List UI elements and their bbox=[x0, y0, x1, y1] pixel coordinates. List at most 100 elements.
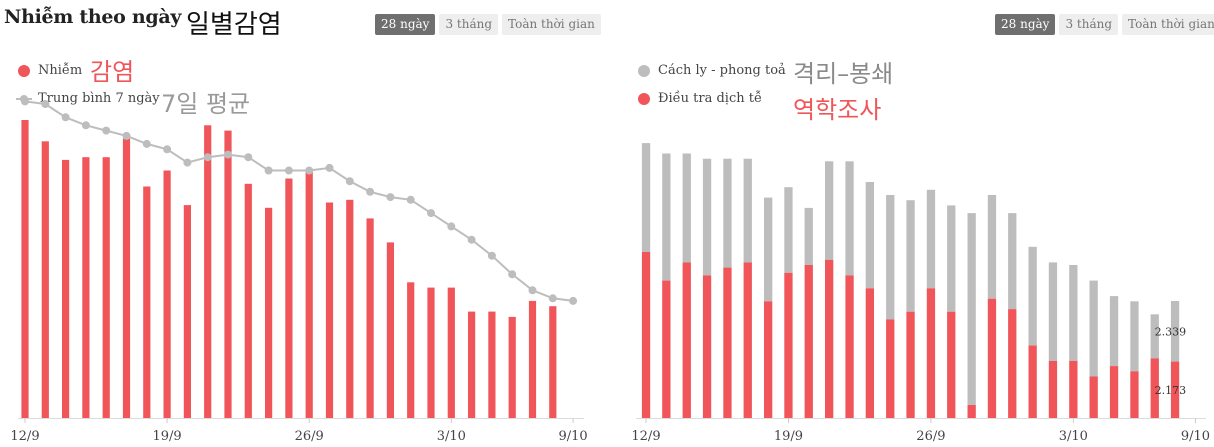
right-x-tick-label: 19/9 bbox=[774, 429, 803, 444]
left-range-buttons: 28 ngày 3 tháng Toàn thời gian bbox=[375, 14, 601, 35]
traced-bar bbox=[743, 262, 752, 418]
traced-bar bbox=[865, 288, 874, 418]
infected-bar bbox=[82, 157, 90, 418]
quarantine-bar bbox=[845, 161, 854, 276]
average-point bbox=[284, 166, 293, 175]
legend-quarantine-korean: 격리–봉쇄 bbox=[793, 60, 894, 88]
traced-bar bbox=[947, 311, 956, 418]
quarantine-bar bbox=[1109, 296, 1119, 367]
average-point bbox=[122, 131, 131, 140]
average-point bbox=[366, 187, 375, 196]
right-btn-3-months[interactable]: 3 tháng bbox=[1059, 14, 1119, 35]
quarantine-bar bbox=[1150, 314, 1159, 359]
infected-bar bbox=[285, 178, 293, 418]
infected-bar bbox=[265, 207, 273, 418]
legend-7day-label: Trung bình 7 ngày bbox=[38, 91, 160, 106]
quarantine-bar bbox=[723, 158, 732, 268]
traced-bar bbox=[641, 252, 651, 418]
infected-bar bbox=[468, 311, 476, 418]
average-point bbox=[61, 113, 70, 122]
quarantine-bar bbox=[764, 197, 773, 302]
average-point bbox=[21, 97, 29, 106]
right-x-tick-label: 26/9 bbox=[916, 429, 945, 444]
average-point bbox=[528, 286, 537, 295]
legend-infected-label: Nhiễm bbox=[38, 63, 83, 78]
left-btn-3-months[interactable]: 3 tháng bbox=[439, 14, 499, 35]
traced-bar bbox=[1048, 360, 1058, 418]
infected-bar bbox=[102, 157, 110, 418]
legend-traced-label: Điều tra dịch tễ bbox=[658, 91, 762, 106]
infected-bar bbox=[305, 170, 313, 418]
infected-bar bbox=[325, 202, 334, 418]
average-point bbox=[386, 193, 395, 202]
quarantine-bar bbox=[804, 207, 813, 265]
traced-bar bbox=[1150, 358, 1159, 418]
quarantine-bar bbox=[662, 153, 671, 281]
quarantine-bar bbox=[1008, 213, 1017, 309]
right-btn-28-days[interactable]: 28 ngày bbox=[995, 14, 1056, 35]
traced-value-label: 2.173 bbox=[1155, 384, 1187, 397]
red-dot-icon bbox=[18, 64, 30, 77]
average-point bbox=[183, 158, 192, 167]
left-btn-28-days[interactable]: 28 ngày bbox=[375, 14, 436, 35]
quarantine-bar bbox=[1130, 301, 1139, 372]
infected-bar bbox=[427, 287, 435, 418]
right-x-tick-label: 3/10 bbox=[1059, 429, 1088, 444]
traced-bar bbox=[987, 298, 997, 418]
average-point bbox=[224, 150, 232, 159]
legend-quarantine[interactable]: Cách ly - phong toả bbox=[638, 63, 786, 78]
infected-bar bbox=[204, 125, 212, 419]
traced-bar bbox=[1028, 345, 1037, 418]
traced-bar bbox=[967, 405, 976, 418]
traced-bar bbox=[1109, 366, 1119, 418]
quarantine-bar bbox=[743, 158, 752, 263]
left-x-tick-label: 3/10 bbox=[437, 429, 466, 444]
legend-traced[interactable]: Điều tra dịch tễ bbox=[638, 91, 762, 106]
infected-bar bbox=[528, 300, 537, 418]
quarantine-bar bbox=[1028, 246, 1037, 346]
left-x-tick-label: 12/9 bbox=[10, 429, 39, 444]
infected-bar bbox=[244, 183, 252, 418]
legend-infected[interactable]: Nhiễm bbox=[18, 63, 82, 78]
quarantine-bar bbox=[682, 153, 691, 263]
quarantine-bar bbox=[702, 158, 712, 276]
average-point bbox=[244, 153, 253, 162]
average-point bbox=[548, 294, 557, 303]
right-btn-all-time[interactable]: Toàn thời gian bbox=[1122, 14, 1214, 35]
traced-bar bbox=[886, 319, 895, 418]
quarantine-bar bbox=[906, 200, 915, 312]
traced-bar bbox=[825, 259, 834, 418]
infected-bar bbox=[549, 306, 557, 418]
quarantine-bar bbox=[886, 195, 895, 320]
left-x-tick-label: 9/10 bbox=[558, 429, 587, 444]
red-dot-icon bbox=[638, 92, 650, 105]
left-x-tick-label: 19/9 bbox=[152, 429, 181, 444]
quarantine-bar bbox=[1170, 301, 1180, 362]
infected-bar bbox=[143, 186, 151, 418]
traced-bar bbox=[845, 275, 854, 418]
legend-infected-korean: 감염 bbox=[90, 58, 135, 86]
infected-bar bbox=[447, 287, 455, 418]
left-title: Nhiễm theo ngày bbox=[4, 6, 182, 28]
traced-bar bbox=[784, 272, 793, 418]
infected-bar bbox=[386, 242, 394, 418]
quarantine-bar bbox=[947, 205, 956, 312]
average-point bbox=[264, 166, 273, 175]
quarantine-bar bbox=[1069, 265, 1078, 361]
traced-bar bbox=[1170, 361, 1180, 418]
right-range-buttons: 28 ngày 3 tháng Toàn thời gian bbox=[995, 14, 1214, 35]
average-point bbox=[569, 296, 578, 305]
left-title-korean: 일별감염 bbox=[186, 10, 282, 40]
legend-7day-korean: 7일 평균 bbox=[161, 90, 251, 118]
average-point bbox=[487, 251, 496, 260]
average-point bbox=[406, 195, 415, 204]
average-point bbox=[41, 100, 50, 108]
average-point bbox=[102, 126, 111, 135]
infected-bar bbox=[508, 316, 516, 418]
average-point bbox=[467, 235, 476, 244]
infected-bar bbox=[407, 282, 415, 418]
infected-bar bbox=[163, 170, 171, 418]
left-btn-all-time[interactable]: Toàn thời gian bbox=[502, 14, 601, 35]
gray-dot-icon bbox=[638, 64, 650, 77]
